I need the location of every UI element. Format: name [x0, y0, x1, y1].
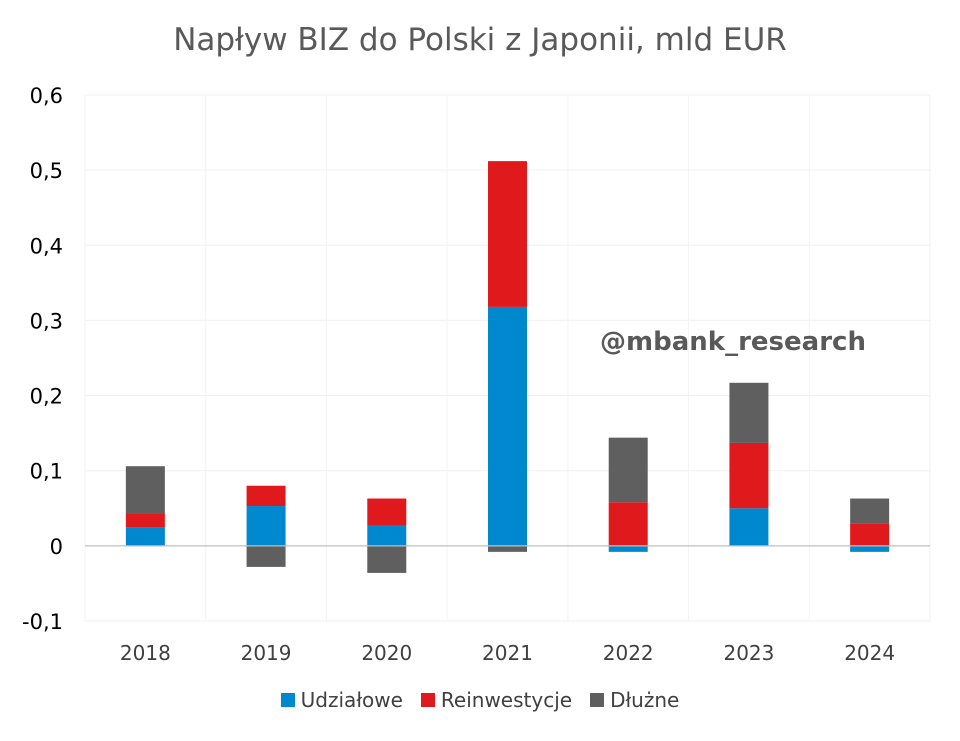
bar-segment: [850, 498, 890, 524]
y-tick-label: 0,6: [30, 84, 63, 108]
legend-item: Dłużne: [590, 688, 679, 712]
y-tick-label: -0,1: [22, 610, 63, 634]
x-tick-label: 2019: [241, 641, 292, 665]
bar-segment: [367, 525, 407, 546]
x-tick-label: 2020: [361, 641, 412, 665]
bar-segment: [729, 508, 769, 546]
x-tick-label: 2023: [723, 641, 774, 665]
legend-swatch: [280, 693, 295, 707]
x-tick-label: 2021: [482, 641, 533, 665]
legend-label: Reinwestycje: [440, 688, 573, 712]
bar-segment: [367, 545, 407, 573]
bar-segment: [608, 502, 648, 546]
bar-segment: [608, 545, 648, 552]
bar-segment: [488, 545, 527, 552]
bar-segment: [488, 161, 527, 307]
legend-item: Reinwestycje: [420, 688, 573, 712]
bar-segment: [850, 545, 890, 552]
legend-item: Udziałowe: [280, 688, 403, 712]
bar-segment: [125, 466, 165, 514]
y-tick-label: 0,3: [30, 309, 63, 333]
y-tick-label: 0,2: [30, 385, 63, 409]
bar-segment: [488, 306, 527, 546]
legend-label: Dłużne: [610, 688, 680, 712]
legend-swatch: [590, 693, 605, 707]
x-tick-label: 2022: [603, 641, 654, 665]
bar-segment: [246, 545, 286, 567]
x-tick-label: 2024: [844, 641, 895, 665]
legend-swatch: [420, 693, 435, 707]
bars: [125, 161, 890, 573]
y-tick-label: 0,5: [30, 159, 63, 183]
legend: Udziałowe Reinwestycje Dłużne: [0, 688, 960, 712]
axes: -0,1 0 0,1 0,2 0,3 0,4 0,5 0,6 2018 2019 2020 2021 2…: [22, 84, 930, 665]
y-tick-label: 0,1: [30, 460, 63, 484]
bar-segment: [729, 382, 769, 443]
bar-segment: [246, 485, 286, 507]
bar-segment: [125, 527, 165, 546]
y-tick-label: 0: [50, 535, 63, 559]
bar-segment: [246, 506, 286, 546]
bar-segment: [608, 437, 648, 503]
watermark-annotation: @mbank_research: [600, 327, 866, 357]
x-tick-label: 2018: [120, 641, 171, 665]
y-tick-label: 0,4: [30, 234, 63, 258]
bar-segment: [729, 442, 769, 509]
chart-title: Napływ BIZ do Polski z Japonii, mld EUR: [173, 22, 787, 58]
bar-segment: [850, 523, 890, 546]
bar-segment: [125, 513, 165, 528]
bar-segment: [367, 498, 407, 526]
legend-label: Udziałowe: [300, 688, 403, 712]
